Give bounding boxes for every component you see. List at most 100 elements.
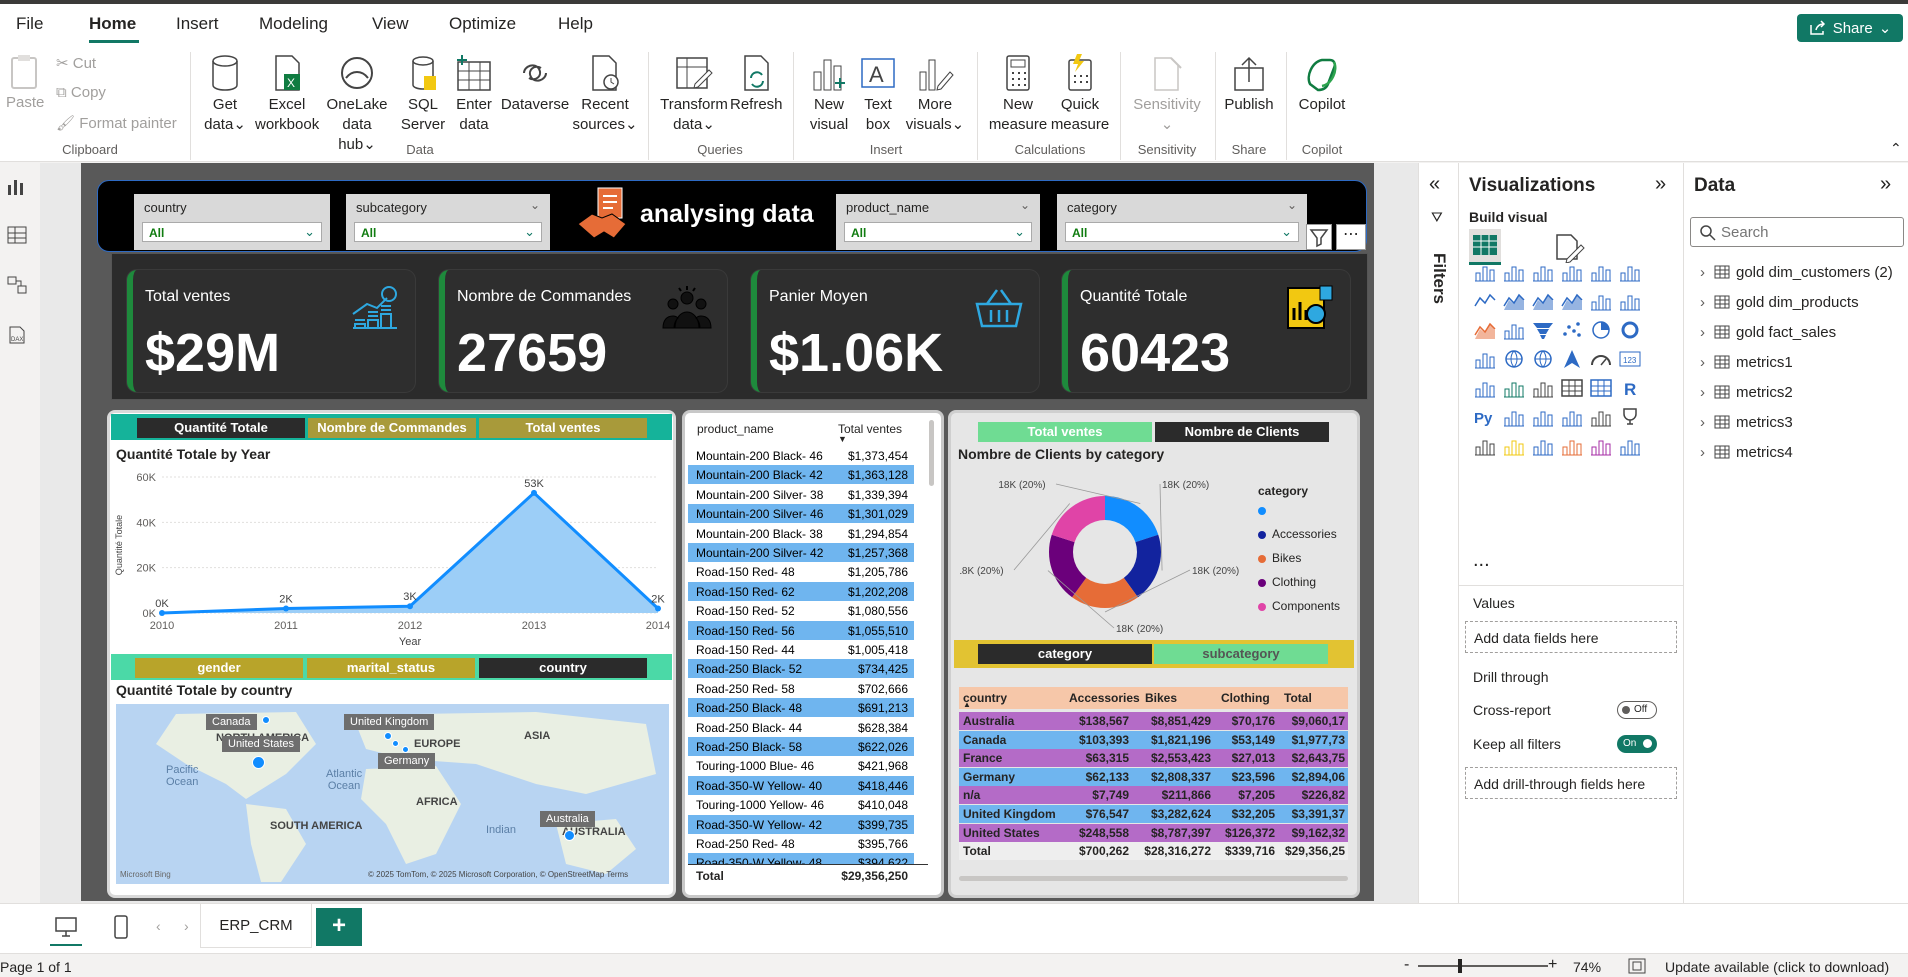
power-bi-embed-icon[interactable] [1589, 435, 1613, 457]
publish-button[interactable]: Publish [1222, 54, 1276, 115]
donut-slice[interactable] [1123, 534, 1161, 598]
cut-button[interactable]: ✂ Cut [56, 55, 97, 72]
tab-total-ventes[interactable]: Total ventes [479, 418, 647, 438]
get-data-button[interactable]: Get data⌄ [198, 54, 252, 135]
tab-insert[interactable]: Insert [176, 14, 219, 33]
card-icon[interactable]: 123 [1618, 348, 1642, 370]
table-row[interactable]: Road-150 Red- 56 $1,055,510 [688, 620, 914, 640]
donut-slice[interactable] [1049, 534, 1087, 598]
table-row[interactable]: Road-350-W Yellow- 42 $399,735 [688, 814, 914, 834]
more-visuals-button[interactable]: More visuals⌄ [904, 54, 966, 135]
subcategory-slicer[interactable]: subcategory ⌄ All ⌄ [346, 194, 550, 250]
tab-nombre-clients[interactable]: Nombre de Clients [1155, 422, 1329, 442]
paginated-icon[interactable] [1473, 435, 1497, 457]
table-view-icon[interactable] [6, 225, 28, 245]
tab-category[interactable]: category [978, 644, 1152, 664]
expand-chevron-icon[interactable]: › [1700, 444, 1705, 461]
azure-map-icon[interactable] [1560, 348, 1584, 370]
matrix-total-row[interactable]: Total $700,262 $28,316,272 $339,716 $29,356,… [959, 842, 1348, 861]
table-row[interactable]: Road-150 Red- 62 $1,202,208 [688, 581, 914, 601]
product-name-slicer[interactable]: product_name ⌄ All ⌄ [836, 194, 1040, 250]
qa-icon[interactable] [1560, 406, 1584, 428]
line-clustered-icon[interactable] [1618, 290, 1642, 312]
expand-chevron-icon[interactable]: › [1700, 294, 1705, 311]
map-bubble-germany[interactable] [402, 746, 409, 753]
area-icon[interactable] [1502, 290, 1526, 312]
transform-data-button[interactable]: Transform data⌄ [658, 54, 730, 135]
r-visual-icon[interactable]: R [1618, 377, 1642, 399]
clustered-bar-icon[interactable] [1531, 261, 1555, 283]
table-header-total-ventes[interactable]: Total ventes [838, 422, 903, 436]
tab-quantite-totale[interactable]: Quantité Totale [137, 418, 305, 438]
fit-to-page-icon[interactable] [1628, 958, 1646, 974]
table-row[interactable]: Road-250 Black- 44 $628,384 [688, 718, 914, 737]
filters-pane-collapsed[interactable]: « ⛛ Filters [1418, 163, 1458, 953]
quick-measure-button[interactable]: Quick measure [1050, 54, 1110, 135]
onelake-data-hub-button[interactable]: OneLake data hub⌄ [322, 54, 392, 155]
map-icon[interactable] [1502, 348, 1526, 370]
table-row[interactable]: Mountain-200 Silver- 42 $1,257,368 [688, 543, 914, 562]
zoom-out-button[interactable]: - [1404, 956, 1410, 973]
table-header-product-name[interactable]: product_name [697, 422, 774, 436]
zoom-slider-track[interactable] [1418, 965, 1548, 967]
gauge-icon[interactable] [1589, 348, 1613, 370]
tab-optimize[interactable]: Optimize [449, 14, 517, 33]
expand-chevron-icon[interactable]: › [1700, 354, 1705, 371]
map-copyright[interactable]: © 2025 TomTom, © 2025 Microsoft Corporat… [368, 870, 629, 879]
expand-filters-icon[interactable]: « [1429, 173, 1441, 195]
stacked-column-icon[interactable] [1502, 261, 1526, 283]
country-slicer-dropdown[interactable]: All ⌄ [142, 222, 322, 242]
paste-button[interactable]: Paste [6, 54, 44, 113]
matrix-row[interactable]: Canada $103,393 $1,821,196 $53,149 $1,977,73 [959, 730, 1348, 749]
previous-page-icon[interactable]: ‹ [156, 918, 161, 934]
table-row[interactable]: Road-350-W Yellow- 48 $394,622 [688, 853, 914, 866]
table-row[interactable]: Mountain-200 Black- 38 $1,294,854 [688, 524, 914, 543]
map-bubble-united-states[interactable] [252, 756, 265, 769]
table-row[interactable]: Mountain-200 Silver- 46 $1,301,029 [688, 504, 914, 524]
matrix-row[interactable]: Australia $138,567 $8,851,429 $70,176 $9,060… [959, 712, 1348, 730]
data-table-item[interactable]: › gold dim_products [1700, 294, 1859, 311]
100-area-icon[interactable] [1560, 290, 1584, 312]
new-visual-button[interactable]: New visual [806, 54, 852, 135]
tab-subcategory[interactable]: subcategory [1154, 644, 1328, 664]
scatter-icon[interactable] [1560, 319, 1584, 341]
power-apps-icon[interactable] [1502, 435, 1526, 457]
product-name-slicer-dropdown[interactable]: All ⌄ [844, 222, 1032, 242]
table-row[interactable]: Road-150 Red- 48 $1,205,786 [688, 562, 914, 581]
map-bubble-united-kingdom[interactable] [384, 732, 392, 740]
map-bubble-australia[interactable] [564, 830, 575, 841]
matrix-row[interactable]: United Kingdom $76,547 $3,282,624 $32,205 $3… [959, 805, 1348, 823]
map-visual[interactable]: NORTH AMERICA EUROPE ASIA AFRICA SOUTH A… [116, 704, 669, 884]
table-row[interactable]: Road-250 Black- 48 $691,213 [688, 698, 914, 718]
pie-icon[interactable] [1589, 319, 1613, 341]
build-visual-tab[interactable] [1469, 229, 1501, 265]
donut-icon[interactable] [1618, 319, 1642, 341]
map-bubble-france[interactable] [392, 740, 399, 747]
data-search-input[interactable] [1721, 222, 1891, 242]
matrix-row[interactable]: United States $248,558 $8,787,397 $126,372 $… [959, 823, 1348, 842]
data-table-item[interactable]: › metrics4 [1700, 444, 1793, 461]
table-row[interactable]: Road-250 Red- 48 $395,766 [688, 834, 914, 853]
matrix-header-clothing[interactable]: Clothing [1221, 691, 1270, 705]
next-page-icon[interactable]: › [184, 918, 189, 934]
tab-file[interactable]: File [16, 14, 44, 33]
table-row[interactable]: Mountain-200 Black- 42 $1,363,128 [688, 465, 914, 485]
100-column-icon[interactable] [1618, 261, 1642, 283]
matrix-header-country[interactable]: country [963, 691, 1008, 705]
share-button[interactable]: Share ⌄ [1797, 14, 1903, 42]
table-row[interactable]: Road-250 Red- 58 $702,666 [688, 679, 914, 698]
expand-chevron-icon[interactable]: › [1700, 384, 1705, 401]
format-painter-button[interactable]: 🖌 Format painter [56, 115, 177, 132]
add-data-fields-well[interactable]: Add data fields here [1465, 621, 1677, 653]
add-page-button[interactable]: + [316, 908, 362, 946]
data-point[interactable] [407, 603, 413, 610]
tab-country[interactable]: country [479, 658, 647, 678]
custom-visual-icon[interactable] [1560, 435, 1584, 457]
power-automate-icon[interactable] [1531, 435, 1555, 457]
new-measure-button[interactable]: New measure [986, 54, 1050, 135]
tab-help[interactable]: Help [558, 14, 593, 33]
report-view-icon[interactable] [6, 177, 28, 197]
decomposition-tree-icon[interactable] [1531, 406, 1555, 428]
data-point[interactable] [283, 605, 289, 612]
matrix-row[interactable]: Germany $62,133 $2,808,337 $23,596 $2,894,06 [959, 767, 1348, 786]
